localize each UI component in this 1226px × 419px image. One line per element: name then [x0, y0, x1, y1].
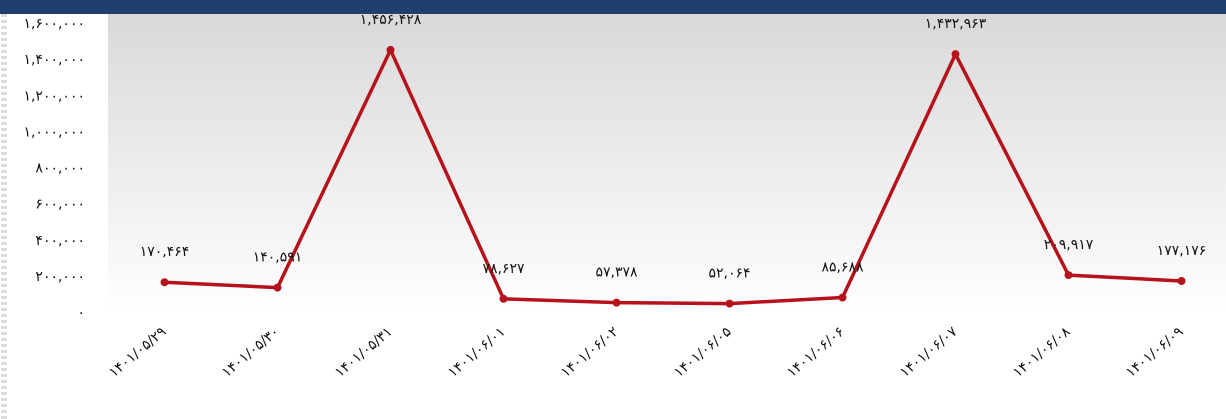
y-tick-label: ۱,۰۰۰,۰۰۰	[23, 124, 85, 140]
plot-area	[108, 14, 1226, 314]
x-tick-label: ۱۴۰۱/۰۶/۰۲	[558, 324, 622, 381]
y-tick-label: ۶۰۰,۰۰۰	[35, 197, 85, 213]
header-bar	[0, 0, 1226, 14]
data-label: ۱۷۰,۴۶۴	[140, 244, 190, 260]
data-label: ۵۷,۳۷۸	[595, 265, 638, 281]
point	[499, 294, 508, 303]
x-tick-label: ۱۴۰۱/۰۶/۰۶	[784, 324, 848, 381]
y-tick-label: ۱,۴۰۰,۰۰۰	[23, 52, 85, 68]
data-label: ۱,۴۳۲,۹۶۳	[925, 16, 987, 32]
point	[273, 283, 282, 292]
x-tick-label: ۱۴۰۱/۰۶/۰۸	[1010, 324, 1074, 381]
y-tick-label: ۱,۲۰۰,۰۰۰	[23, 88, 85, 104]
point	[612, 298, 621, 307]
point	[951, 50, 960, 59]
data-label: ۸۵,۶۸۸	[821, 260, 864, 276]
x-tick-label: ۱۴۰۱/۰۶/۰۹	[1123, 324, 1187, 381]
y-tick-label: ۱,۶۰۰,۰۰۰	[23, 16, 85, 32]
y-tick-label: ۲۰۰,۰۰۰	[35, 269, 85, 285]
y-tick-label: ۴۰۰,۰۰۰	[35, 233, 85, 249]
point	[1064, 271, 1073, 280]
x-tick-label: ۱۴۰۱/۰۵/۳۰	[219, 324, 283, 381]
x-tick-label: ۱۴۰۱/۰۶/۰۵	[671, 324, 735, 381]
data-label: ۲۰۹,۹۱۷	[1044, 237, 1094, 253]
point	[725, 299, 734, 308]
point	[386, 45, 395, 54]
data-label: ۱۷۷,۱۷۶	[1157, 243, 1207, 259]
line	[164, 48, 1182, 306]
data-label: ۱۴۰,۵۹۱	[253, 250, 303, 266]
x-tick-label: ۱۴۰۱/۰۵/۲۹	[106, 324, 170, 381]
y-tick-label: ۸۰۰,۰۰۰	[35, 161, 85, 177]
x-tick-label: ۱۴۰۱/۰۶/۰۱	[445, 324, 509, 381]
point	[838, 293, 847, 302]
point	[1177, 276, 1186, 285]
data-label: ۷۸,۶۲۷	[482, 261, 525, 277]
data-label: ۵۲,۰۶۴	[708, 266, 750, 282]
x-tick-label: ۱۴۰۱/۰۶/۰۷	[897, 324, 961, 381]
y-tick-label: ۰	[77, 305, 85, 321]
point	[160, 278, 169, 287]
data-label: ۱,۴۵۶,۴۲۸	[360, 12, 422, 28]
x-tick-label: ۱۴۰۱/۰۵/۳۱	[332, 324, 396, 381]
